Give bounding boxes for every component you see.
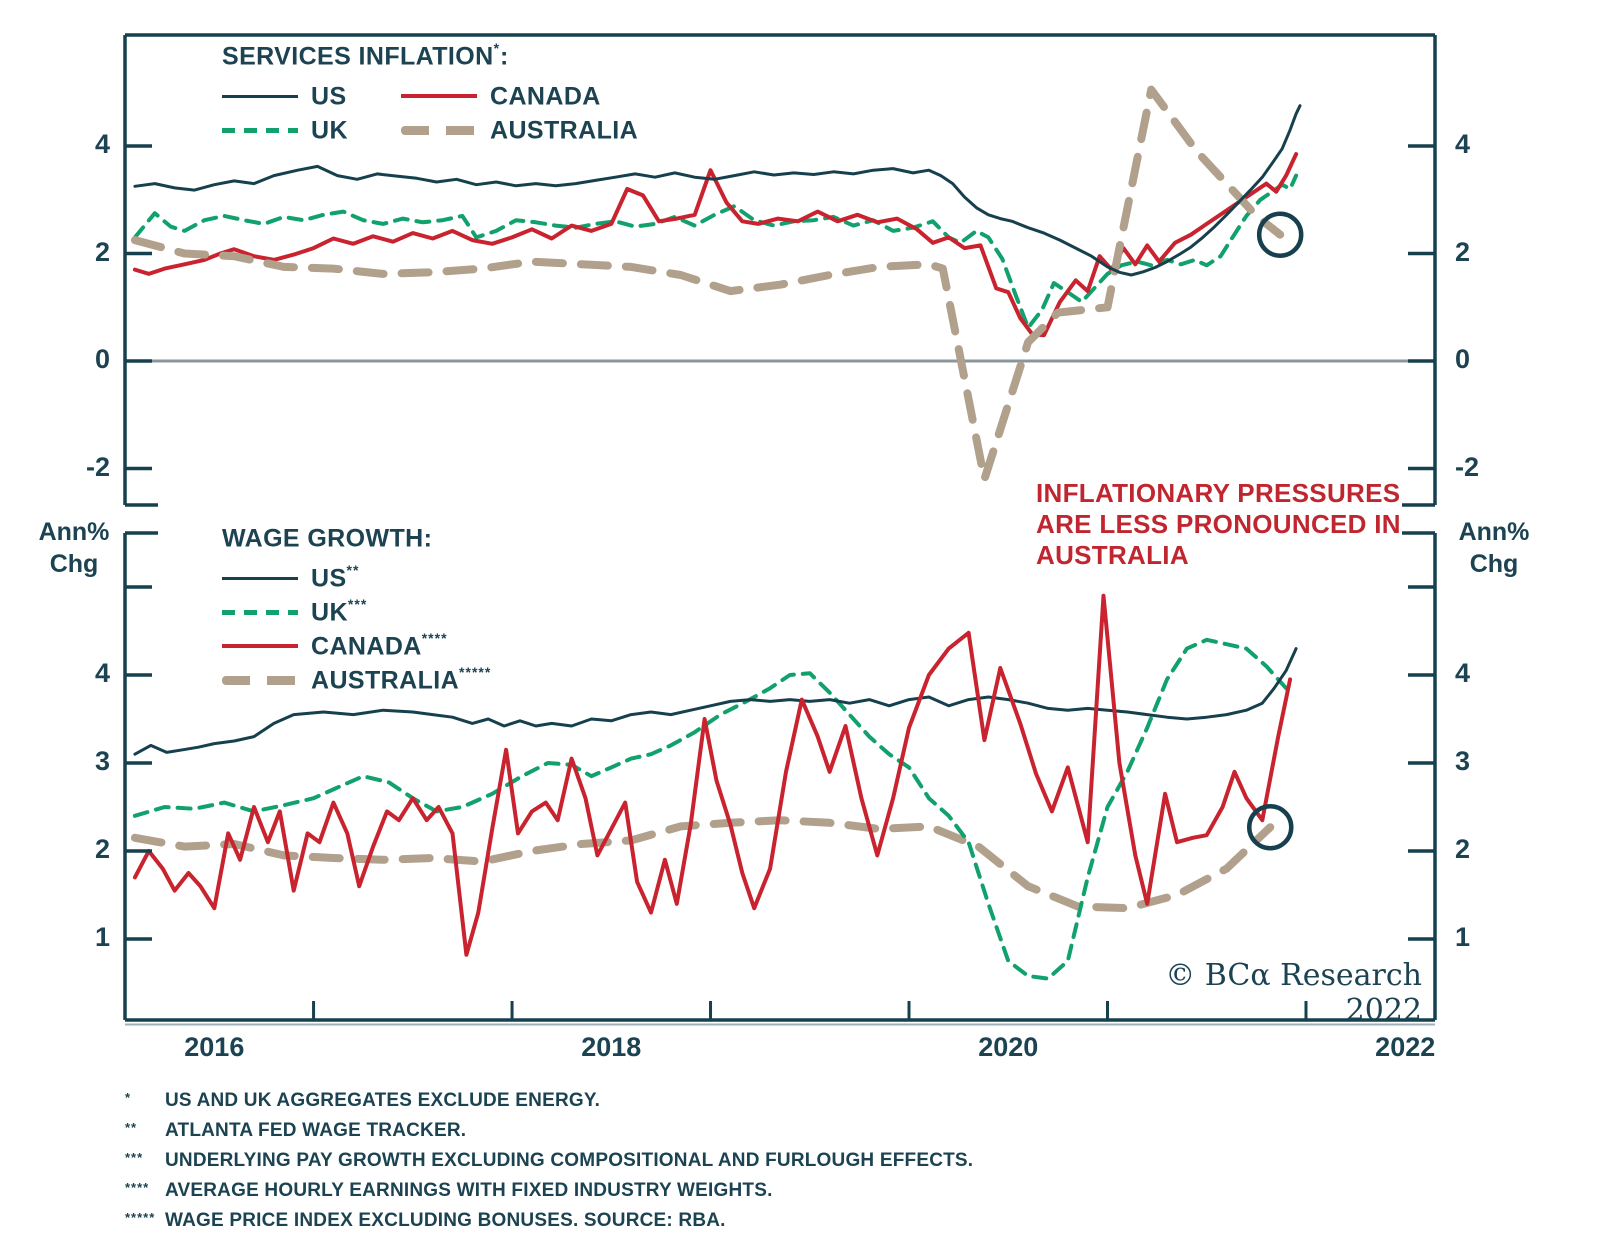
y-tick-label-left: 1 [94,922,110,952]
uk-line-swatch [222,610,298,615]
services-inflation-legend-title: SERVICES INFLATION*: [222,40,509,71]
y-tick-label-right: 2 [1455,236,1471,267]
services-inflation-australia-latest-circle [1256,211,1304,258]
legend-item-australia-services: AUSTRALIA [401,113,638,147]
y-axis-unit-label-right: Ann% Chg [1458,518,1530,578]
footnote: **** AVERAGE HOURLY EARNINGS WITH FIXED I… [125,1180,773,1201]
legend-label: AUSTRALIA***** [311,663,492,694]
services-inflation-legend: SERVICES INFLATION*: US CANADA UK AUSTRA… [222,40,638,147]
legend-item-canada-wage: CANADA**** [222,629,491,663]
services-inflation-us-line [133,104,1302,277]
x-tick-label-2018: 2018 [581,1032,642,1062]
canada-line-swatch [401,94,477,99]
legend-label: US [311,81,347,110]
y-tick-label-left: 4 [94,129,110,159]
australia-line-swatch [401,125,477,135]
wage-growth-legend: WAGE GROWTH: US** UK*** CANADA**** AUSTR… [222,524,491,697]
legend-item-uk-wage: UK*** [222,595,491,629]
x-tick-label-2020: 2020 [978,1032,1039,1062]
services-inflation-canada-line [132,152,1299,338]
y-tick-label-right: 1 [1455,922,1471,952]
y-tick-label-left: 2 [94,236,110,267]
inflation-annotation: INFLATIONARY PRESSURES ARE LESS PRONOUNC… [1036,478,1401,570]
y-tick-label-left: 4 [94,658,110,688]
y-tick-label-left: -2 [85,451,110,482]
wage-growth-uk-line [132,637,1289,981]
legend-item-us-wage: US** [222,561,491,595]
footnote: ** ATLANTA FED WAGE TRACKER. [125,1120,467,1141]
legend-item-canada-services: CANADA [401,79,638,113]
wage-growth-legend-title: WAGE GROWTH: [222,524,433,553]
y-tick-label-left: 0 [94,344,110,374]
y-tick-label-left: 3 [94,746,110,776]
australia-line-swatch [222,675,298,685]
x-tick-label-2016: 2016 [184,1032,245,1062]
y-tick-label-right: 3 [1455,746,1471,776]
bca-research-copyright: © BCα Research 2022 [1165,958,1422,1028]
canada-line-swatch [222,644,298,649]
uk-line-swatch [222,128,298,133]
y-tick-label-right: 4 [1455,129,1471,159]
legend-label: CANADA [490,81,601,110]
us-line-swatch [222,94,298,98]
wage-growth-canada-line [132,593,1293,957]
legend-label: UK*** [311,595,368,626]
y-tick-label-right: -2 [1455,451,1480,482]
services-inflation-australia-line [130,85,1285,484]
x-tick-label-2022: 2022 [1375,1032,1436,1062]
y-tick-label-left: 2 [94,834,110,864]
y-tick-label-right: 2 [1455,834,1471,864]
legend-label: US** [311,561,360,592]
legend-item-us-services: US [222,79,375,113]
footnote: *** UNDERLYING PAY GROWTH EXCLUDING COMPO… [125,1150,974,1171]
wage-growth-australia-line [130,816,1275,913]
wage-growth-australia-latest-circle [1247,803,1294,851]
legend-label: AUSTRALIA [490,115,639,144]
wage-growth-us-line [133,647,1298,756]
footnote: ***** WAGE PRICE INDEX EXCLUDING BONUSES.… [125,1210,726,1231]
footnote: * US AND UK AGGREGATES EXCLUDE ENERGY. [125,1090,601,1111]
legend-label: UK [311,115,348,144]
legend-label: CANADA**** [311,629,448,660]
y-tick-label-right: 4 [1455,658,1471,688]
us-line-swatch [222,576,298,580]
y-axis-unit-label-left: Ann% Chg [38,518,110,578]
footnotes: * US AND UK AGGREGATES EXCLUDE ENERGY. **… [125,1086,973,1236]
legend-item-uk-services: UK [222,113,375,147]
legend-item-australia-wage: AUSTRALIA***** [222,663,491,697]
y-tick-label-right: 0 [1455,344,1471,374]
